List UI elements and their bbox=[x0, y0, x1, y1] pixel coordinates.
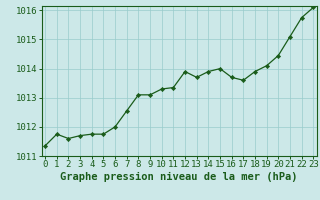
X-axis label: Graphe pression niveau de la mer (hPa): Graphe pression niveau de la mer (hPa) bbox=[60, 172, 298, 182]
